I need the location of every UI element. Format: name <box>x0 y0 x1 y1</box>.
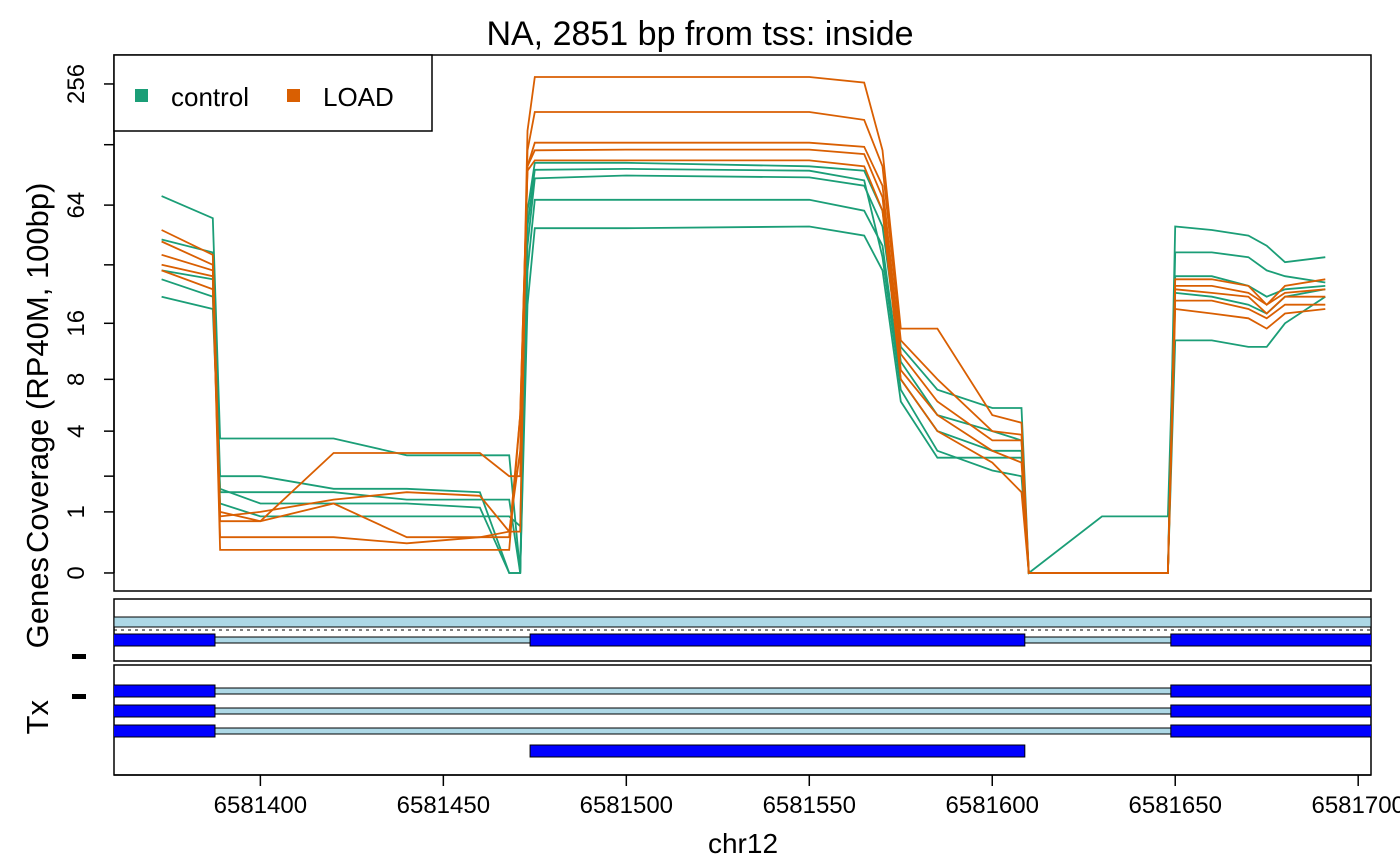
legend-swatch <box>135 89 148 102</box>
y-tick-label: 4 <box>63 424 90 437</box>
y-tick-label: 0 <box>63 566 90 579</box>
exon <box>529 633 1026 647</box>
exon <box>114 684 216 698</box>
x-tick-label: 6581700 <box>1311 792 1400 819</box>
legend-label: LOAD <box>323 82 394 112</box>
intron <box>114 727 1371 735</box>
track-frame <box>113 598 1372 662</box>
x-tick-label: 6581500 <box>580 792 673 819</box>
chart-title: NA, 2851 bp from tss: inside <box>486 15 913 53</box>
coverage-line <box>161 161 1326 574</box>
track-label: Tx <box>20 700 55 735</box>
x-tick-label: 6581400 <box>214 792 307 819</box>
exon <box>114 704 216 718</box>
coverage-line <box>161 159 1326 574</box>
coverage-line <box>161 174 1326 574</box>
y-tick-label: 8 <box>63 373 90 386</box>
x-tick-label: 6581600 <box>946 792 1039 819</box>
intron <box>114 687 1371 695</box>
track-marker <box>72 694 86 699</box>
x-tick-label: 6581550 <box>763 792 856 819</box>
y-tick-label: 64 <box>63 192 90 219</box>
track-marker <box>72 654 86 659</box>
exon <box>1170 684 1371 698</box>
exon <box>1170 704 1371 718</box>
legend-label: control <box>171 82 249 112</box>
gene-band <box>113 616 1372 628</box>
y-tick-label: 16 <box>63 310 90 337</box>
exon <box>114 633 216 647</box>
x-axis-label: chr12 <box>708 828 778 859</box>
coverage-line <box>161 148 1326 574</box>
coverage-line <box>161 141 1326 574</box>
track-frame <box>113 664 1372 776</box>
legend-swatch <box>287 89 300 102</box>
track-label: Genes <box>20 557 55 648</box>
exon <box>529 744 1026 758</box>
exon <box>1170 724 1371 738</box>
y-axis-label: Coverage (RP40M, 100bp) <box>20 183 55 553</box>
coverage-line <box>161 167 1326 574</box>
x-tick-label: 6581650 <box>1129 792 1222 819</box>
coverage-line <box>161 111 1326 574</box>
coverage-line <box>161 225 1326 574</box>
legend-box <box>113 54 433 132</box>
y-tick-label: 256 <box>63 64 90 104</box>
exon <box>1170 633 1371 647</box>
y-tick-label: 1 <box>63 505 90 518</box>
exon <box>114 724 216 738</box>
x-tick-label: 6581450 <box>397 792 490 819</box>
intron <box>114 707 1371 715</box>
coverage-line <box>161 76 1326 574</box>
plot-area <box>114 76 1371 758</box>
